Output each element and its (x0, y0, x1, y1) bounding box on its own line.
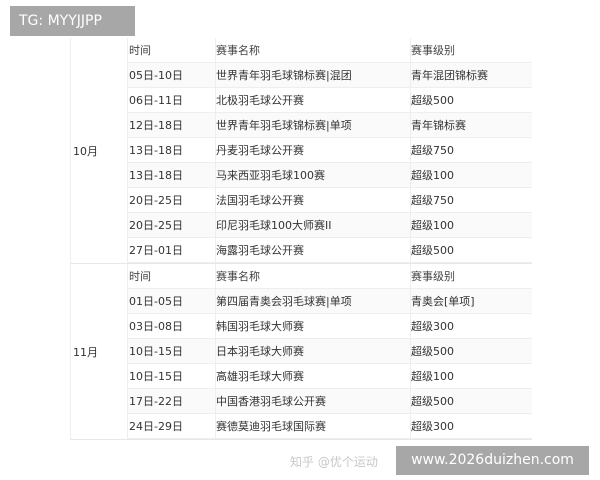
cell-name: 第四届青奥会羽毛球赛|单项 (215, 289, 410, 313)
cell-time: 03日-08日 (129, 320, 183, 333)
cell-time: 24日-29日 (129, 420, 183, 433)
cell-time: 05日-10日 (129, 69, 183, 82)
table-row: 06日-11日 北极羽毛球公开赛 超级500 (128, 88, 532, 113)
cell-level: 超级750 (410, 188, 532, 212)
cell-level: 超级300 (410, 414, 532, 438)
table-row: 24日-29日 赛德莫迪羽毛球国际赛 超级300 (128, 414, 532, 439)
table-row: 10日-15日 日本羽毛球大师赛 超级500 (128, 339, 532, 364)
cell-time: 12日-18日 (129, 119, 183, 132)
cell-time: 06日-11日 (129, 94, 183, 107)
watermark: 知乎 @优个运动 (290, 455, 378, 469)
cell-name: 海露羽毛球公开赛 (215, 238, 410, 262)
header-time: 时间 (129, 44, 151, 57)
overlay-tag: TG: MYYJJPP (10, 6, 135, 36)
schedule-table: 10月 时间 赛事名称 赛事级别 05日-10日 世界青年羽毛球锦标赛|混团 青年混团锦标赛… (70, 38, 532, 440)
cell-name: 丹麦羽毛球公开赛 (215, 138, 410, 162)
table-row: 13日-18日 丹麦羽毛球公开赛 超级750 (128, 138, 532, 163)
cell-name: 世界青年羽毛球锦标赛|混团 (215, 63, 410, 87)
cell-name: 日本羽毛球大师赛 (215, 339, 410, 363)
cell-time: 01日-05日 (129, 295, 183, 308)
table-row: 10日-15日 高雄羽毛球大师赛 超级100 (128, 364, 532, 389)
table-row: 20日-25日 印尼羽毛球100大师赛II 超级100 (128, 213, 532, 238)
table-row: 01日-05日 第四届青奥会羽毛球赛|单项 青奥会[单项] (128, 289, 532, 314)
header-name: 赛事名称 (215, 38, 410, 62)
header-time: 时间 (129, 270, 151, 283)
cell-level: 超级300 (410, 314, 532, 338)
cell-level: 超级500 (410, 389, 532, 413)
table-row: 17日-22日 中国香港羽毛球公开赛 超级500 (128, 389, 532, 414)
cell-name: 中国香港羽毛球公开赛 (215, 389, 410, 413)
cell-time: 17日-22日 (129, 395, 183, 408)
cell-level: 超级100 (410, 163, 532, 187)
cell-level: 青年锦标赛 (410, 113, 532, 137)
cell-name: 北极羽毛球公开赛 (215, 88, 410, 112)
table-row: 03日-08日 韩国羽毛球大师赛 超级300 (128, 314, 532, 339)
cell-time: 10日-15日 (129, 370, 183, 383)
table-row: 20日-25日 法国羽毛球公开赛 超级750 (128, 188, 532, 213)
cell-time: 20日-25日 (129, 219, 183, 232)
cell-name: 法国羽毛球公开赛 (215, 188, 410, 212)
cell-name: 世界青年羽毛球锦标赛|单项 (215, 113, 410, 137)
table-row: 13日-18日 马来西亚羽毛球100赛 超级100 (128, 163, 532, 188)
cell-level: 青年混团锦标赛 (410, 63, 532, 87)
cell-level: 超级100 (410, 364, 532, 388)
month-label: 11月 (73, 345, 98, 359)
cell-name: 马来西亚羽毛球100赛 (215, 163, 410, 187)
cell-level: 超级750 (410, 138, 532, 162)
cell-name: 印尼羽毛球100大师赛II (215, 213, 410, 237)
cell-time: 13日-18日 (129, 169, 183, 182)
cell-level: 超级500 (410, 238, 532, 262)
cell-time: 20日-25日 (129, 194, 183, 207)
overlay-site: www.2026duizhen.com (396, 446, 589, 475)
cell-name: 赛德莫迪羽毛球国际赛 (215, 414, 410, 438)
cell-level: 超级500 (410, 339, 532, 363)
header-level: 赛事级别 (410, 264, 532, 288)
cell-level: 超级100 (410, 213, 532, 237)
table-row: 05日-10日 世界青年羽毛球锦标赛|混团 青年混团锦标赛 (128, 63, 532, 88)
cell-level: 超级500 (410, 88, 532, 112)
header-name: 赛事名称 (215, 264, 410, 288)
cell-level: 青奥会[单项] (410, 289, 532, 313)
header-row: 时间 赛事名称 赛事级别 (128, 38, 532, 63)
cell-time: 10日-15日 (129, 345, 183, 358)
month-label: 10月 (73, 144, 98, 158)
cell-name: 韩国羽毛球大师赛 (215, 314, 410, 338)
month-group: 11月 时间 赛事名称 赛事级别 01日-05日 第四届青奥会羽毛球赛|单项 青奥会[单项]… (70, 264, 532, 440)
table-row: 12日-18日 世界青年羽毛球锦标赛|单项 青年锦标赛 (128, 113, 532, 138)
cell-time: 13日-18日 (129, 144, 183, 157)
cell-time: 27日-01日 (129, 244, 183, 257)
table-row: 27日-01日 海露羽毛球公开赛 超级500 (128, 238, 532, 263)
cell-name: 高雄羽毛球大师赛 (215, 364, 410, 388)
header-row: 时间 赛事名称 赛事级别 (128, 264, 532, 289)
header-level: 赛事级别 (410, 38, 532, 62)
month-group: 10月 时间 赛事名称 赛事级别 05日-10日 世界青年羽毛球锦标赛|混团 青年混团锦标赛… (70, 38, 532, 264)
